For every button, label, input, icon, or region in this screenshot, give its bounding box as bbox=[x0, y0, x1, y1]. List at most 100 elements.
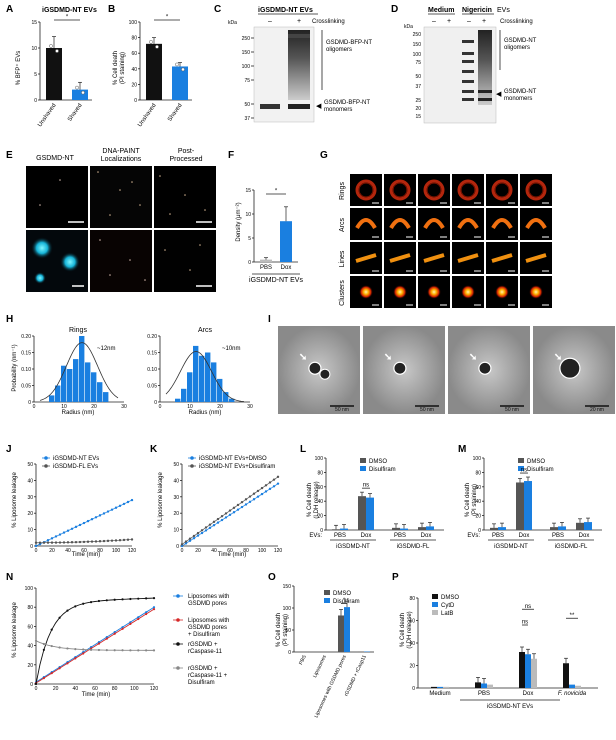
panel-e-img-6 bbox=[154, 230, 216, 292]
panel-f-ytick-label: 10 bbox=[245, 212, 251, 218]
panel-j-ytick-label: 30 bbox=[27, 495, 33, 501]
panel-b-bar bbox=[146, 43, 162, 100]
panel-h-rings-bin bbox=[91, 372, 97, 402]
panel-l-group-label: iGSDMD-NT bbox=[336, 544, 370, 550]
panel-p-ytick-label: 60 bbox=[409, 619, 415, 625]
panel-a-point bbox=[75, 85, 79, 90]
panel-p-ylabel-1: % Cell death bbox=[400, 613, 406, 647]
panel-f-letter: F bbox=[228, 150, 234, 161]
panel-o: O % Cell death (PI staining) 0 50 100 150 DM… bbox=[268, 572, 374, 719]
panel-d-band bbox=[462, 80, 474, 83]
panel-c-kda: kDa bbox=[228, 20, 237, 26]
panel-h-rings-xtick-label: 30 bbox=[121, 404, 127, 410]
panel-i-scalebar-label: 50 nm bbox=[420, 407, 434, 413]
panel-l-ylabel-2: (LDH release) bbox=[314, 481, 320, 518]
panel-n-legend-label: Liposomes with bbox=[188, 594, 229, 600]
panel-h-arcs-xtick-label: 0 bbox=[159, 404, 162, 410]
panel-f-ylabel: Density (μm⁻²) bbox=[236, 202, 242, 241]
panel-l-ytick-label: 20 bbox=[317, 514, 323, 520]
panel-g-tile bbox=[418, 208, 450, 240]
panel-n-ytick-label: 40 bbox=[27, 644, 33, 650]
panel-h-arcs-bin bbox=[211, 362, 217, 402]
panel-p-bar bbox=[481, 683, 487, 688]
panel-n-xtick-label: 60 bbox=[92, 686, 98, 692]
panel-g-row-clusters: Clusters bbox=[339, 280, 346, 306]
panel-d-marker-label: 50 bbox=[415, 74, 421, 80]
panel-c-monomer-2: monomers bbox=[324, 107, 352, 113]
panel-n-xtick-label: 40 bbox=[73, 686, 79, 692]
panel-h-right-title: Arcs bbox=[198, 327, 213, 334]
panel-g-ring-core bbox=[423, 179, 445, 201]
panel-n-legend-label: Disulfiram bbox=[188, 680, 215, 686]
panel-b-xtick-label: Unshaved bbox=[137, 103, 157, 129]
panel-p-ylabel-2: (LDH release) bbox=[407, 611, 413, 648]
panel-i-arrow: ➘ bbox=[469, 352, 477, 363]
panel-m-evs-label: EVs: bbox=[467, 533, 480, 539]
panel-d-marker-label: 15 bbox=[415, 114, 421, 120]
panel-n-xlabel: Time (min) bbox=[82, 692, 110, 698]
panel-h-rings-ytick-label: 0.20 bbox=[21, 334, 31, 340]
panel-e-col2b: Localizations bbox=[101, 156, 142, 163]
panel-b-chart: 0 20 40 60 80 100 Unshaved Shaved * bbox=[129, 15, 192, 129]
panel-j-letter: J bbox=[6, 444, 12, 455]
panel-d-lane-label: Crosslinking bbox=[500, 19, 533, 25]
panel-l-evs-label: EVs: bbox=[309, 533, 322, 539]
panel-h-rings-xtick-label: 20 bbox=[91, 404, 97, 410]
panel-k: K % Liposome leakage Time (min) 0 10 20 30 4… bbox=[150, 444, 282, 558]
panel-m-legend-label: DMSO bbox=[527, 459, 545, 465]
panel-g-line bbox=[355, 253, 377, 263]
panel-a-title: iGSDMD-NT EVs bbox=[42, 7, 97, 14]
panel-d-marker-label: 100 bbox=[413, 52, 422, 58]
panel-a-point bbox=[49, 44, 53, 48]
panel-d-band bbox=[478, 98, 492, 101]
panel-p-legend-label: DMSO bbox=[441, 595, 459, 601]
panel-m-xtick-label: Dox bbox=[519, 533, 530, 539]
panel-n-ytick-label: 0 bbox=[30, 682, 33, 688]
panel-l-ytick-label: 40 bbox=[317, 499, 323, 505]
panel-l-chart: 0 20 40 60 80 100 DMSO Disulfiram PBS Dox PBS Dox EV… bbox=[309, 456, 444, 550]
panel-n-xtick-label: 100 bbox=[130, 686, 139, 692]
panel-h-arcs-ytick-label: 0.15 bbox=[147, 351, 157, 357]
panel-k-ytick-label: 40 bbox=[173, 478, 179, 484]
panel-m-ytick-label: 80 bbox=[475, 470, 481, 476]
panel-k-xlabel: Time (min) bbox=[218, 552, 246, 558]
panel-i-scalebar-label: 50 nm bbox=[505, 407, 519, 413]
panel-j-series-line bbox=[35, 499, 133, 547]
panel-a-bar bbox=[46, 48, 62, 100]
panel-n-series-line bbox=[35, 597, 155, 685]
panel-h-rings-bin bbox=[85, 362, 91, 402]
panel-g-line bbox=[423, 253, 445, 263]
panel-o-xtick-label: PBS bbox=[298, 654, 308, 666]
panel-p-legend-swatch bbox=[432, 610, 438, 615]
panel-k-ytick-label: 0 bbox=[176, 544, 179, 550]
panel-e-col1: GSDMD-NT bbox=[36, 155, 74, 162]
panel-d-monomer-2: monomers bbox=[504, 96, 532, 102]
panel-d-band bbox=[462, 70, 474, 73]
panel-p-xtick-label: Medium bbox=[429, 691, 450, 697]
panel-h-arcs-bin bbox=[217, 378, 223, 402]
panel-d-band bbox=[462, 52, 474, 55]
panel-h-arcs-bin bbox=[187, 372, 193, 402]
panel-c-oligomer-1: GSDMD-BFP-NT bbox=[326, 40, 372, 46]
panel-c-band-1 bbox=[260, 104, 280, 109]
panel-h-letter: H bbox=[6, 314, 13, 325]
panel-l-xtick-label: PBS bbox=[334, 533, 346, 539]
panel-g-tile bbox=[486, 208, 518, 240]
panel-d-medium: Medium bbox=[428, 7, 454, 14]
panel-j-xlabel: Time (min) bbox=[72, 552, 100, 558]
panel-b-ytick-label: 20 bbox=[131, 82, 137, 88]
panel-f-ytick-label: 5 bbox=[248, 236, 251, 242]
panel-f-ytick-label: 0 bbox=[248, 260, 251, 266]
panel-g-tile bbox=[452, 208, 484, 240]
panel-h-arcs-xtick-label: 20 bbox=[217, 404, 223, 410]
panel-h-left-title: Rings bbox=[69, 327, 87, 334]
panel-h-arcs-ytick-label: 0.20 bbox=[147, 334, 157, 340]
panel-c-marker-label: 37 bbox=[244, 116, 250, 122]
panel-l-group-label: iGSDMD-FL bbox=[397, 544, 430, 550]
panel-g-cluster bbox=[359, 285, 373, 299]
panel-m-bar-disulfiram bbox=[524, 481, 532, 530]
panel-m-ytick-label: 20 bbox=[475, 514, 481, 520]
panel-p-bar bbox=[437, 686, 443, 688]
panel-p-ytick-label: 20 bbox=[409, 664, 415, 670]
